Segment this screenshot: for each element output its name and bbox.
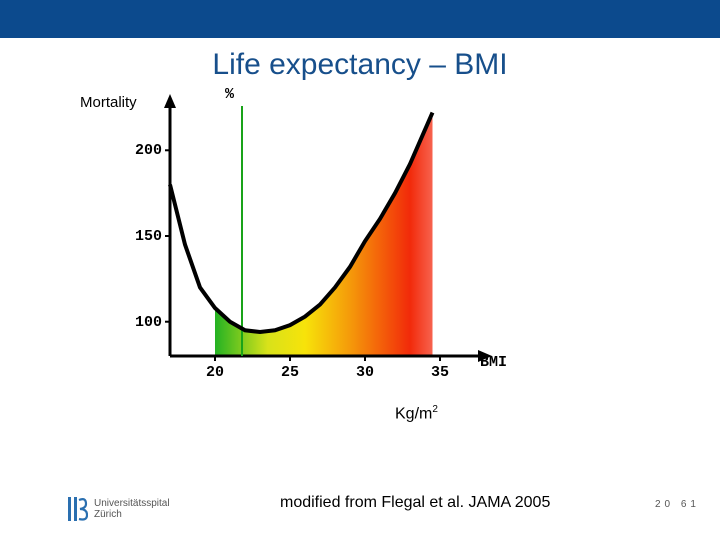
page-title: Life expectancy – BMI [212,48,507,81]
header-bar [0,0,720,38]
y-tick-label: 150 [122,228,162,245]
risk-fill [215,113,433,356]
y-tick-label: 100 [122,314,162,331]
y-axis-arrow [164,94,176,108]
x-tick-label: 20 [200,364,230,381]
y-unit-label: % [225,86,234,103]
logo-text: Universitätsspital Zürich [94,498,170,520]
x-tick-label: 25 [275,364,305,381]
institution-logo: Universitätsspital Zürich [66,496,170,522]
x-tick-label: 30 [350,364,380,381]
y-tick-label: 200 [122,142,162,159]
x-axis-label: BMI [480,354,507,371]
title-wrap: Life expectancy – BMI [0,38,720,86]
x-tick-label: 35 [425,364,455,381]
citation: modified from Flegal et al. JAMA 2005 [280,494,550,512]
x-unit-label: Kg/m2 [395,404,438,423]
logo-icon [66,496,88,522]
logo-line1: Universitätsspital [94,498,170,509]
chart-area: Mortality % BMI 100 150 200 20 25 30 35 Kg/m2 [0,86,720,426]
logo-line2: Zürich [94,509,170,520]
x-unit-text: Kg/m [395,405,432,422]
page-numbers: 20 61 [655,499,700,510]
y-axis-caption: Mortality [80,94,137,111]
x-unit-exponent: 2 [432,404,438,415]
